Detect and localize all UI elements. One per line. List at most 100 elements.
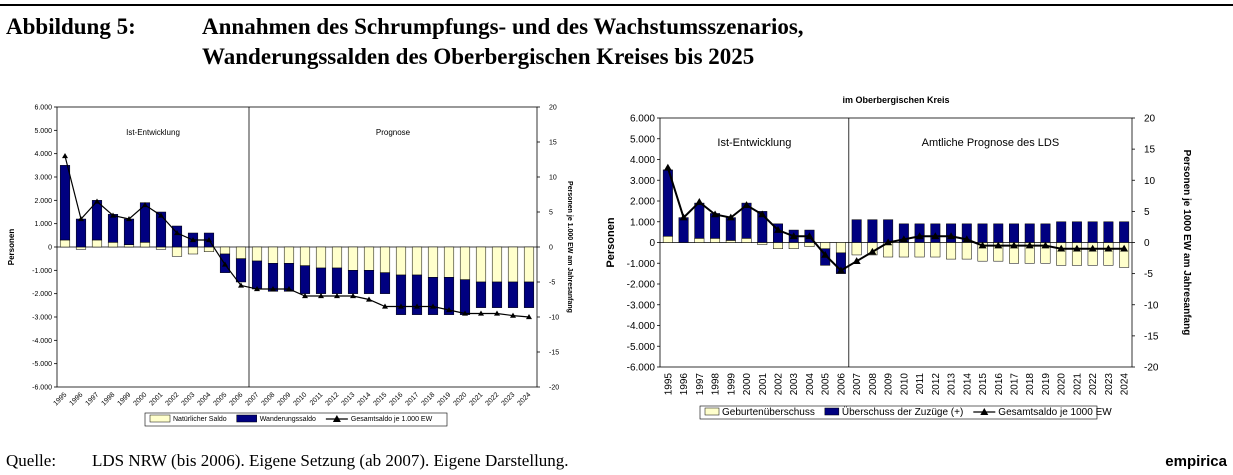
x-tick-label: 2000 bbox=[132, 391, 148, 407]
x-tick-label: 2007 bbox=[244, 391, 260, 407]
y-tick-label: -3.000 bbox=[627, 300, 656, 311]
x-tick-label: 2004 bbox=[196, 391, 212, 407]
line-marker bbox=[852, 257, 861, 264]
bar bbox=[379, 272, 391, 294]
x-tick-label: 1998 bbox=[100, 391, 116, 407]
x-tick-label: 2018 bbox=[1025, 373, 1036, 396]
bar bbox=[475, 246, 487, 283]
y2-tick-label: -15 bbox=[1144, 331, 1159, 342]
y2-tick-label: 15 bbox=[549, 139, 557, 146]
y-tick-label: -2.000 bbox=[32, 291, 52, 298]
line-marker bbox=[931, 232, 940, 240]
line-marker bbox=[1057, 244, 1066, 252]
line-marker bbox=[978, 241, 987, 249]
bar bbox=[694, 238, 705, 243]
bar bbox=[851, 219, 862, 243]
bar bbox=[804, 242, 815, 247]
line-marker bbox=[821, 250, 830, 258]
bar bbox=[523, 281, 535, 308]
bar bbox=[91, 239, 103, 248]
line-marker bbox=[366, 296, 372, 302]
x-tick-label: 2021 bbox=[1072, 373, 1083, 396]
bar bbox=[523, 246, 535, 283]
bar bbox=[347, 246, 359, 271]
y2-tick-label: -5 bbox=[549, 279, 555, 286]
x-tick-label: 2001 bbox=[148, 391, 164, 407]
x-tick-label: 2023 bbox=[1104, 373, 1115, 396]
bar bbox=[459, 246, 471, 280]
x-tick-label: 2011 bbox=[915, 373, 926, 395]
bar bbox=[283, 246, 295, 264]
line-marker bbox=[868, 247, 877, 255]
line-marker bbox=[663, 163, 672, 171]
line-marker bbox=[110, 212, 116, 218]
line-marker bbox=[286, 286, 292, 292]
bar bbox=[1071, 221, 1082, 243]
x-tick-label: 1996 bbox=[679, 373, 690, 396]
source-text: LDS NRW (bis 2006). Eigene Setzung (ab 2… bbox=[92, 451, 569, 470]
line-marker bbox=[1088, 244, 1097, 252]
legend-swatch bbox=[332, 415, 341, 422]
y-tick-label: 5.000 bbox=[34, 128, 52, 135]
line-marker bbox=[62, 153, 68, 159]
bar bbox=[475, 281, 487, 308]
legend-swatch bbox=[824, 407, 840, 416]
line-marker bbox=[302, 293, 308, 299]
x-tick-label: 2020 bbox=[1057, 373, 1068, 396]
line-marker bbox=[1041, 241, 1050, 249]
bar bbox=[219, 246, 231, 255]
bar bbox=[1009, 223, 1019, 243]
x-tick-label: 2003 bbox=[789, 373, 800, 396]
y-tick-label: 4.000 bbox=[34, 151, 52, 158]
x-tick-label: 1999 bbox=[116, 391, 132, 407]
bar bbox=[171, 246, 183, 257]
bar bbox=[315, 246, 327, 269]
x-tick-label: 2012 bbox=[931, 373, 942, 396]
bar bbox=[1103, 221, 1114, 243]
line-marker bbox=[158, 212, 164, 218]
bar bbox=[139, 242, 151, 248]
line-marker bbox=[805, 232, 814, 240]
bar bbox=[91, 200, 103, 241]
line-marker bbox=[190, 237, 196, 243]
bar bbox=[395, 246, 407, 276]
bar bbox=[443, 277, 455, 315]
y2-tick-label: 0 bbox=[549, 244, 553, 251]
y-tick-label: 1.000 bbox=[34, 221, 52, 228]
y2-axis-label: Personen je 1000 EW am Jahresanfang bbox=[1181, 150, 1192, 336]
bar bbox=[171, 225, 183, 248]
figure-title: Wanderungssalden des Oberbergischen Krei… bbox=[202, 44, 754, 69]
line-marker bbox=[711, 210, 720, 218]
y-tick-label: 2.000 bbox=[630, 197, 655, 208]
bar bbox=[459, 279, 471, 315]
bar bbox=[961, 223, 972, 243]
bar bbox=[315, 267, 327, 294]
line-marker bbox=[414, 303, 420, 309]
bar bbox=[299, 265, 311, 294]
bar bbox=[835, 242, 846, 254]
bar bbox=[107, 242, 119, 248]
y2-tick-label: 10 bbox=[549, 174, 557, 181]
legend-label: Natürlicher Saldo bbox=[173, 416, 227, 423]
x-tick-label: 2015 bbox=[978, 373, 989, 396]
legend-swatch bbox=[149, 414, 171, 423]
x-tick-label: 2003 bbox=[180, 391, 196, 407]
x-tick-label: 2015 bbox=[372, 391, 388, 407]
line-marker bbox=[836, 266, 845, 274]
y2-tick-label: 5 bbox=[1144, 207, 1150, 218]
line-marker bbox=[350, 293, 356, 299]
bar bbox=[930, 242, 941, 258]
bar bbox=[898, 223, 909, 243]
x-tick-label: 2005 bbox=[212, 391, 228, 407]
bar bbox=[993, 223, 1004, 243]
bar bbox=[946, 242, 957, 260]
line-marker bbox=[1104, 244, 1113, 252]
x-tick-label: 2017 bbox=[1010, 373, 1021, 396]
annotation: Amtliche Prognose des LDS bbox=[922, 137, 1060, 149]
legend-swatch bbox=[704, 407, 720, 416]
line-marker bbox=[695, 198, 704, 205]
legend-swatch bbox=[980, 408, 989, 415]
x-tick-label: 2013 bbox=[947, 373, 958, 396]
y-tick-label: 6.000 bbox=[630, 114, 655, 125]
